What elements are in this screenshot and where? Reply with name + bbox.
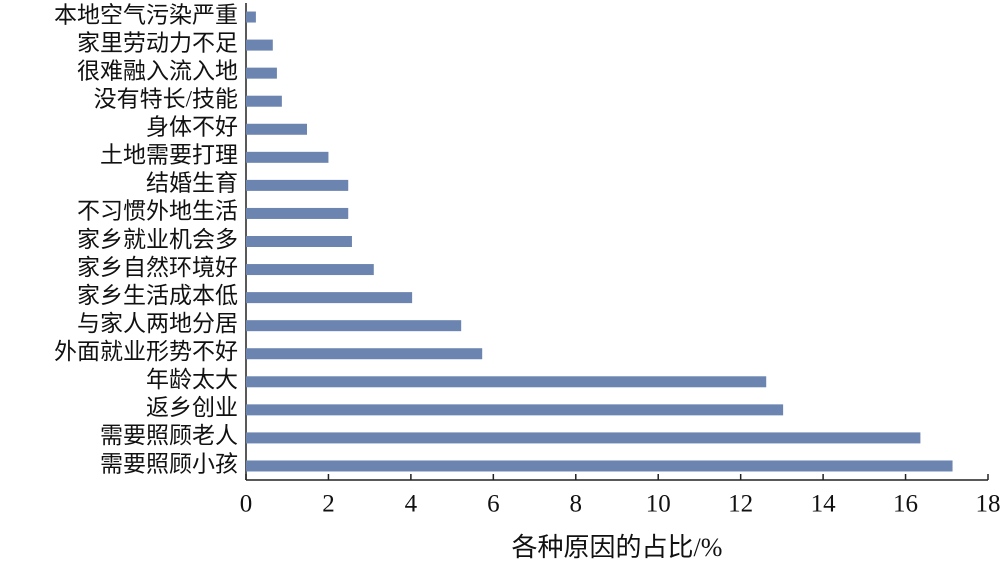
bar	[246, 376, 767, 388]
bar	[246, 95, 282, 107]
x-tick-label: 8	[570, 491, 583, 518]
y-tick-label: 结婚生育	[146, 171, 238, 196]
bar	[246, 151, 329, 163]
bar	[246, 236, 352, 247]
x-tick-label: 2	[322, 491, 335, 518]
bar	[246, 432, 921, 444]
y-tick-label: 家里劳动力不足	[77, 30, 238, 55]
bar	[246, 348, 483, 360]
y-tick-label: 土地需要打理	[100, 143, 238, 168]
y-tick-label: 身体不好	[146, 115, 238, 140]
bar	[246, 404, 784, 416]
x-tick-label: 4	[405, 491, 418, 518]
y-tick-label: 家乡生活成本低	[77, 283, 238, 308]
y-tick-label: 年龄太大	[146, 367, 238, 392]
bar	[246, 460, 953, 472]
x-tick-label: 18	[976, 491, 1000, 518]
x-tick-label: 6	[487, 491, 500, 518]
x-tick-label: 16	[893, 491, 918, 518]
bar	[246, 264, 374, 276]
y-tick-label: 需要照顾老人	[100, 423, 238, 448]
y-tick-label: 返乡创业	[146, 395, 238, 420]
bar	[246, 67, 277, 79]
x-axis-title: 各种原因的占比/%	[512, 533, 723, 562]
bar	[246, 320, 462, 332]
bar	[246, 292, 413, 304]
y-tick-label: 与家人两地分居	[77, 311, 238, 336]
x-tick-label: 10	[646, 491, 671, 518]
bar	[246, 207, 349, 219]
bar	[246, 179, 349, 191]
bar	[246, 11, 256, 23]
bar	[246, 39, 273, 51]
y-tick-label: 家乡就业机会多	[77, 227, 238, 252]
bar	[246, 123, 308, 135]
y-tick-label: 本地空气污染严重	[54, 2, 238, 27]
x-tick-label: 14	[811, 491, 837, 518]
y-tick-label: 不习惯外地生活	[77, 199, 238, 224]
y-tick-label: 家乡自然环境好	[77, 255, 238, 280]
x-tick-label: 12	[728, 491, 753, 518]
x-tick-label: 0	[240, 491, 253, 518]
y-tick-label: 很难融入流入地	[77, 58, 238, 83]
y-tick-label: 需要照顾小孩	[100, 451, 238, 476]
y-tick-label: 外面就业形势不好	[54, 339, 238, 364]
y-tick-label: 没有特长/技能	[94, 86, 238, 111]
